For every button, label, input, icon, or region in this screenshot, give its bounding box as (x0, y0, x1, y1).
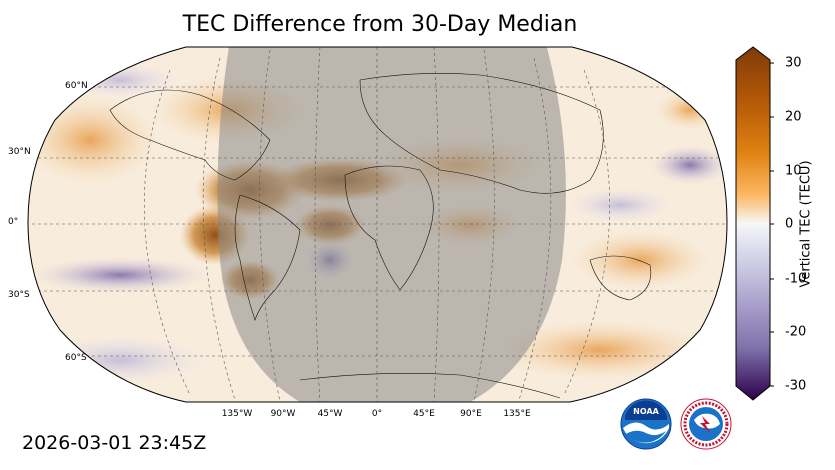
lat-label: 0° (8, 217, 19, 227)
timestamp: 2026-03-01 23:45Z (22, 432, 207, 454)
colorbar-tick-label: -30 (785, 378, 807, 394)
lat-label: 30°N (8, 147, 31, 157)
lon-label: 90°W (270, 409, 296, 419)
colorbar-label: Vertical TEC (TECU) (798, 160, 814, 288)
tec-field (28, 47, 727, 402)
coastlines (109, 73, 652, 399)
lon-label: 135°E (503, 409, 531, 419)
lon-label: 0° (371, 409, 383, 419)
lat-label: 60°N (65, 81, 88, 91)
noaa-logo-text: NOAA (633, 407, 659, 416)
colorbar-tick-label: 0 (785, 216, 794, 232)
colorbar-tick-label: 10 (785, 163, 802, 179)
globe-outline (27, 46, 728, 403)
nws-logo (680, 398, 732, 450)
map-title: TEC Difference from 30-Day Median (182, 12, 578, 37)
lon-label: 135°W (221, 409, 253, 419)
lon-label: 45°W (317, 409, 343, 419)
colorbar (735, 46, 774, 401)
lat-label: 60°S (65, 353, 87, 363)
night-shading (217, 47, 566, 402)
colorbar-tick-label: 20 (785, 109, 802, 125)
colorbar-tick-label: 30 (785, 55, 802, 71)
lat-label: 30°S (8, 290, 30, 300)
noaa-logo: NOAA (620, 398, 672, 450)
colorbar-tick-label: -20 (785, 324, 807, 340)
lon-label: 45°E (413, 409, 435, 419)
lon-label: 90°E (460, 409, 482, 419)
gridlines (28, 47, 727, 402)
colorbar-tick-label: -10 (785, 271, 807, 287)
